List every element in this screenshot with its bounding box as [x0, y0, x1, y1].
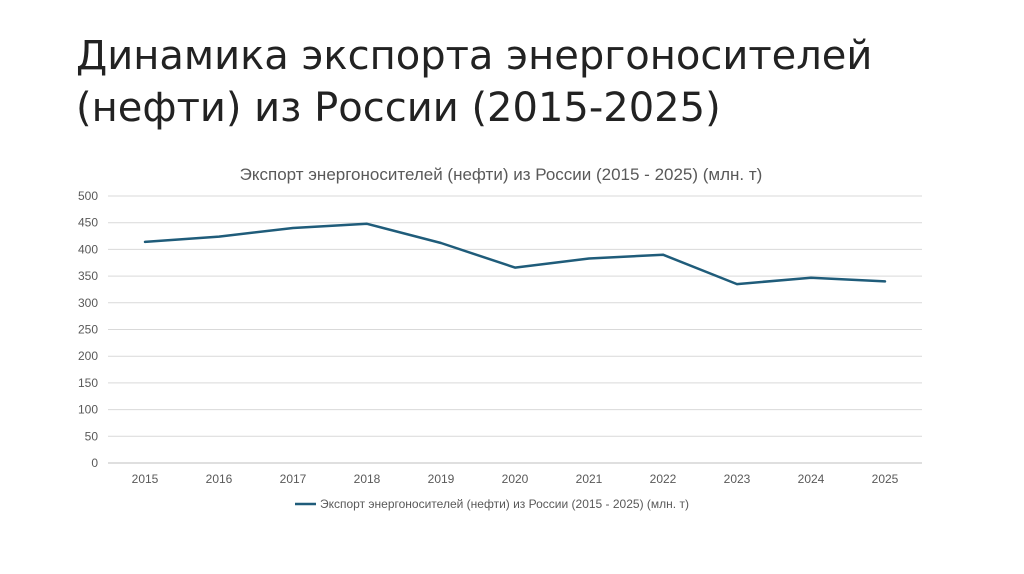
chart-title: Экспорт энергоносителей (нефти) из Росси…	[240, 165, 763, 184]
y-tick-label: 450	[78, 216, 98, 230]
x-tick-label: 2017	[280, 472, 307, 486]
series-lines	[143, 222, 887, 286]
gridlines	[108, 195, 922, 464]
legend: Экспорт энергоносителей (нефти) из Росси…	[295, 497, 689, 511]
x-tick-label: 2024	[798, 472, 825, 486]
x-tick-label: 2016	[206, 472, 233, 486]
y-tick-label: 350	[78, 269, 98, 283]
y-tick-label: 500	[78, 189, 98, 203]
y-tick-label: 150	[78, 376, 98, 390]
y-tick-label: 300	[78, 296, 98, 310]
y-tick-label: 0	[91, 456, 98, 470]
x-tick-label: 2025	[872, 472, 899, 486]
x-tick-label: 2015	[132, 472, 159, 486]
x-axis-ticks: 2015 2016 2017 2018 2019 2020 2021 2022 2023 2024…	[132, 472, 899, 486]
y-axis-ticks: 0 50 100 150 200 250 300 350 400 450 500	[78, 189, 98, 470]
slide-title-line-2: (нефти) из России (2015-2025)	[76, 85, 721, 131]
x-tick-label: 2019	[428, 472, 455, 486]
slide-title-line-1: Динамика экспорта энергоносителей	[76, 33, 873, 79]
y-tick-label: 50	[85, 429, 99, 443]
x-tick-label: 2021	[576, 472, 603, 486]
x-tick-label: 2022	[650, 472, 677, 486]
y-tick-label: 400	[78, 242, 98, 256]
x-tick-label: 2023	[724, 472, 751, 486]
x-tick-label: 2020	[502, 472, 529, 486]
series-line	[143, 222, 887, 286]
slide-title: Динамика экспорта энергоносителей (нефти…	[76, 30, 976, 134]
legend-entry: Экспорт энергоносителей (нефти) из Росси…	[320, 497, 689, 511]
x-tick-label: 2018	[354, 472, 381, 486]
y-tick-label: 100	[78, 403, 98, 417]
y-tick-label: 200	[78, 349, 98, 363]
y-tick-label: 250	[78, 323, 98, 337]
